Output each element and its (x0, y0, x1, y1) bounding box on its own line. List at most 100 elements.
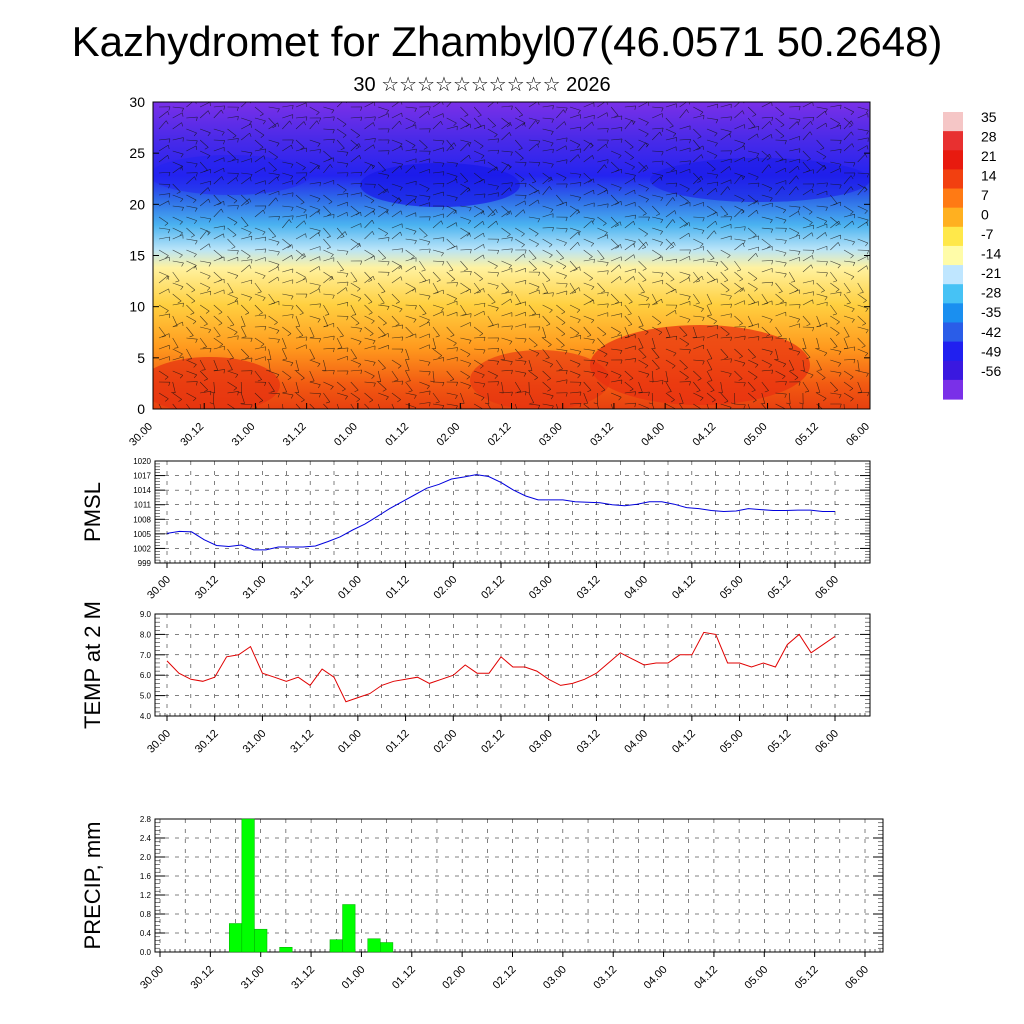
wind-barb-flag (371, 375, 375, 379)
wind-barb-flag (702, 217, 705, 222)
wind-barb-flag (548, 244, 553, 248)
page-title: Kazhydromet for Zhambyl07(46.0571 50.264… (71, 18, 943, 65)
wind-barb (761, 216, 773, 220)
wind-barb (501, 260, 512, 266)
wind-barb (391, 380, 403, 383)
wind-barb (816, 392, 827, 399)
wind-barb-flag (511, 105, 513, 110)
wind-barb-flag (670, 246, 674, 249)
wind-barb (569, 359, 581, 365)
wind-barb-flag (191, 300, 196, 304)
wind-barb (336, 117, 347, 125)
wind-barb (556, 201, 567, 207)
wind-barb (227, 256, 238, 262)
wind-barb-flag (388, 237, 390, 242)
wind-barb-flag (769, 121, 772, 126)
wind-barb-flag (264, 205, 267, 210)
wind-barb-flag (549, 265, 553, 269)
wind-barb (323, 116, 335, 119)
wind-barb-flag (195, 381, 198, 386)
wind-barb-flag (655, 367, 660, 371)
wind-barb (419, 321, 430, 328)
wind-barb (473, 288, 484, 295)
wind-barb (679, 392, 684, 404)
wind-barb-flag (451, 279, 456, 282)
wind-barb-flag (338, 347, 343, 349)
wind-barb-flag (593, 178, 595, 183)
wind-barb (679, 216, 688, 225)
wind-barb-flag (209, 102, 211, 107)
wind-barb (583, 142, 592, 152)
wind-barb (611, 348, 623, 351)
wind-barb (432, 289, 444, 295)
wind-barb-flag (551, 164, 554, 168)
wind-barb (158, 326, 166, 336)
wind-barb (515, 280, 526, 284)
colorbar-segment (943, 303, 963, 324)
wind-barb (227, 326, 238, 333)
wind-barb-flag (606, 262, 609, 267)
wind-barb (323, 238, 331, 248)
heatmap-y-tick-label: 5 (137, 350, 145, 366)
wind-barb-flag (194, 176, 197, 181)
wind-barb-flag (742, 176, 746, 180)
wind-barb (432, 191, 444, 196)
wind-barb-flag (408, 390, 413, 393)
wind-barb (789, 158, 800, 163)
wind-barb-flag (333, 348, 335, 353)
wind-barb-flag (716, 325, 719, 330)
wind-barb (665, 103, 677, 108)
wind-barb-flag (192, 398, 197, 402)
wind-barb (364, 219, 373, 229)
wind-barb (816, 216, 827, 222)
wind-barb-flag (591, 220, 594, 225)
wind-barb-flag (674, 210, 677, 215)
wind-barb-flag (489, 414, 493, 415)
wind-barb (378, 188, 388, 196)
wind-barb-flag (483, 210, 485, 215)
wind-barb (323, 315, 329, 327)
wind-barb (611, 313, 622, 317)
wind-barb-flag (368, 301, 373, 304)
wind-barb-flag (590, 142, 594, 147)
wind-barb-flag (164, 376, 169, 380)
wind-barb-flag (299, 312, 304, 315)
wind-barb-flag (413, 231, 417, 235)
wind-barb (241, 172, 253, 175)
wind-barb (761, 260, 773, 262)
wind-barb-flag (577, 154, 580, 159)
wind-barb-flag (685, 377, 689, 380)
wind-barb (487, 392, 490, 404)
wind-barb (747, 315, 754, 327)
wind-barb (775, 311, 786, 317)
wind-barb (679, 370, 689, 378)
wind-barb (528, 139, 540, 142)
colorbar-label: 21 (981, 148, 997, 164)
x-tick-label: 03.12 (591, 964, 619, 992)
wind-barb-flag (757, 336, 760, 341)
wind-barb-flag (853, 359, 856, 364)
colorbar-segment (943, 150, 963, 170)
wind-barb (350, 369, 362, 372)
wind-barb (309, 161, 321, 167)
wind-barb (419, 304, 427, 314)
wind-barb-flag (303, 209, 307, 214)
wind-barb (624, 105, 636, 108)
wind-barb-flag (181, 108, 184, 112)
wind-barb (254, 257, 266, 262)
wind-barb-flag (428, 216, 431, 221)
wind-barb (309, 194, 321, 199)
wind-barb (720, 348, 729, 358)
colorbar-segment (943, 169, 963, 190)
wind-barb (172, 392, 182, 400)
wind-barb-flag (531, 181, 536, 184)
wind-barb-flag (262, 275, 266, 280)
wind-barb-flag (864, 210, 868, 214)
wind-barb-flag (740, 175, 744, 179)
wind-barb-flag (565, 145, 567, 150)
wind-barb (638, 326, 649, 333)
wind-barb-flag (300, 412, 304, 414)
wind-barb (693, 271, 701, 282)
wind-barb-flag (369, 412, 373, 414)
y-tick-label: 2.8 (140, 815, 152, 824)
